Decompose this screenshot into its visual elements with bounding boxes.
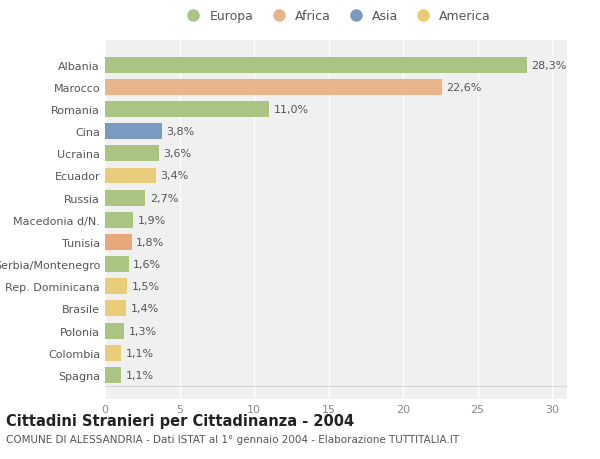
Text: 3,4%: 3,4% [160, 171, 188, 181]
Text: COMUNE DI ALESSANDRIA - Dati ISTAT al 1° gennaio 2004 - Elaborazione TUTTITALIA.: COMUNE DI ALESSANDRIA - Dati ISTAT al 1°… [6, 434, 459, 444]
Bar [105, 213, 133, 228]
Bar [105, 301, 126, 317]
Bar [105, 80, 442, 95]
Bar [105, 168, 155, 184]
Text: 1,1%: 1,1% [126, 348, 154, 358]
Text: 1,6%: 1,6% [133, 259, 161, 269]
Bar [105, 279, 127, 295]
Bar [105, 345, 121, 361]
Text: Cittadini Stranieri per Cittadinanza - 2004: Cittadini Stranieri per Cittadinanza - 2… [6, 413, 354, 428]
Text: 1,1%: 1,1% [126, 370, 154, 380]
Text: 1,8%: 1,8% [136, 237, 164, 247]
Bar [105, 146, 158, 162]
Text: 3,8%: 3,8% [166, 127, 194, 137]
Bar [105, 235, 132, 251]
Text: 2,7%: 2,7% [150, 193, 178, 203]
Bar [105, 367, 121, 383]
Bar [105, 57, 527, 73]
Text: 28,3%: 28,3% [531, 61, 566, 71]
Bar [105, 257, 129, 273]
Text: 22,6%: 22,6% [446, 83, 482, 93]
Text: 1,4%: 1,4% [130, 304, 158, 314]
Text: 11,0%: 11,0% [274, 105, 308, 115]
Text: 1,3%: 1,3% [129, 326, 157, 336]
Bar [105, 124, 161, 140]
Bar [105, 102, 269, 118]
Text: 1,5%: 1,5% [132, 282, 160, 291]
Bar [105, 323, 124, 339]
Bar [105, 190, 145, 206]
Text: 1,9%: 1,9% [138, 215, 166, 225]
Legend: Europa, Africa, Asia, America: Europa, Africa, Asia, America [176, 5, 496, 28]
Text: 3,6%: 3,6% [163, 149, 191, 159]
